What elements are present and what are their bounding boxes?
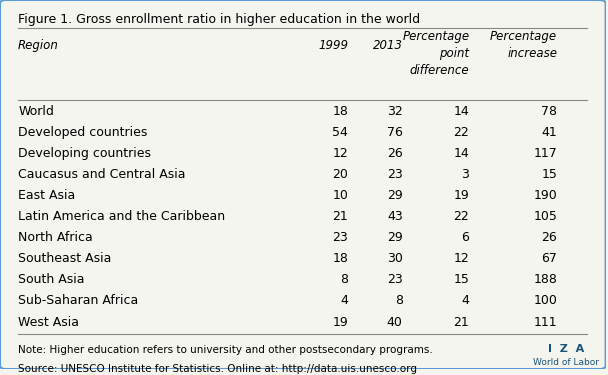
Text: 21: 21 <box>454 315 469 328</box>
Text: Region: Region <box>18 39 59 52</box>
Text: 78: 78 <box>541 105 557 118</box>
Text: 14: 14 <box>454 105 469 118</box>
Text: 8: 8 <box>395 294 402 307</box>
Text: 111: 111 <box>534 315 557 328</box>
Text: 22: 22 <box>454 210 469 224</box>
Text: Figure 1. Gross enrollment ratio in higher education in the world: Figure 1. Gross enrollment ratio in high… <box>18 13 420 26</box>
Text: East Asia: East Asia <box>18 189 75 202</box>
Text: 29: 29 <box>387 231 402 244</box>
Text: 54: 54 <box>333 126 348 139</box>
Text: 18: 18 <box>333 105 348 118</box>
Text: 18: 18 <box>333 252 348 266</box>
Text: 26: 26 <box>542 231 557 244</box>
Text: 188: 188 <box>533 273 557 286</box>
Text: Latin America and the Caribbean: Latin America and the Caribbean <box>18 210 226 224</box>
Text: Note: Higher education refers to university and other postsecondary programs.: Note: Higher education refers to univers… <box>18 345 433 355</box>
Text: Caucasus and Central Asia: Caucasus and Central Asia <box>18 168 185 181</box>
Text: 76: 76 <box>387 126 402 139</box>
Text: 100: 100 <box>533 294 557 307</box>
Text: 8: 8 <box>340 273 348 286</box>
Text: 15: 15 <box>541 168 557 181</box>
Text: 20: 20 <box>333 168 348 181</box>
Text: 19: 19 <box>454 189 469 202</box>
Text: South Asia: South Asia <box>18 273 85 286</box>
Text: 22: 22 <box>454 126 469 139</box>
Text: 14: 14 <box>454 147 469 160</box>
Text: 15: 15 <box>454 273 469 286</box>
Text: Source: UNESCO Institute for Statistics. Online at: http://data.uis.unesco.org: Source: UNESCO Institute for Statistics.… <box>18 364 417 374</box>
Text: 26: 26 <box>387 147 402 160</box>
Text: 12: 12 <box>454 252 469 266</box>
Text: Percentage
increase: Percentage increase <box>490 30 557 60</box>
Text: 2013: 2013 <box>373 39 402 52</box>
Text: I  Z  A: I Z A <box>548 344 584 354</box>
Text: 30: 30 <box>387 252 402 266</box>
Text: 117: 117 <box>533 147 557 160</box>
Text: 29: 29 <box>387 189 402 202</box>
Text: 21: 21 <box>333 210 348 224</box>
Text: 4: 4 <box>340 294 348 307</box>
Text: Developing countries: Developing countries <box>18 147 151 160</box>
Text: 105: 105 <box>533 210 557 224</box>
Text: Sub-Saharan Africa: Sub-Saharan Africa <box>18 294 139 307</box>
Text: 1999: 1999 <box>318 39 348 52</box>
Text: 23: 23 <box>387 273 402 286</box>
Text: North Africa: North Africa <box>18 231 93 244</box>
Text: 23: 23 <box>387 168 402 181</box>
Text: 3: 3 <box>461 168 469 181</box>
Text: 43: 43 <box>387 210 402 224</box>
Text: 32: 32 <box>387 105 402 118</box>
Text: 190: 190 <box>533 189 557 202</box>
Text: 23: 23 <box>333 231 348 244</box>
Text: Southeast Asia: Southeast Asia <box>18 252 111 266</box>
Text: World of Labor: World of Labor <box>533 358 599 367</box>
Text: 12: 12 <box>333 147 348 160</box>
Text: 67: 67 <box>541 252 557 266</box>
Text: 41: 41 <box>542 126 557 139</box>
Text: Developed countries: Developed countries <box>18 126 148 139</box>
Text: 6: 6 <box>461 231 469 244</box>
Text: Percentage
point
difference: Percentage point difference <box>402 30 469 76</box>
Text: 19: 19 <box>333 315 348 328</box>
Text: 4: 4 <box>461 294 469 307</box>
Text: West Asia: West Asia <box>18 315 79 328</box>
Text: World: World <box>18 105 54 118</box>
Text: 40: 40 <box>387 315 402 328</box>
Text: 10: 10 <box>333 189 348 202</box>
